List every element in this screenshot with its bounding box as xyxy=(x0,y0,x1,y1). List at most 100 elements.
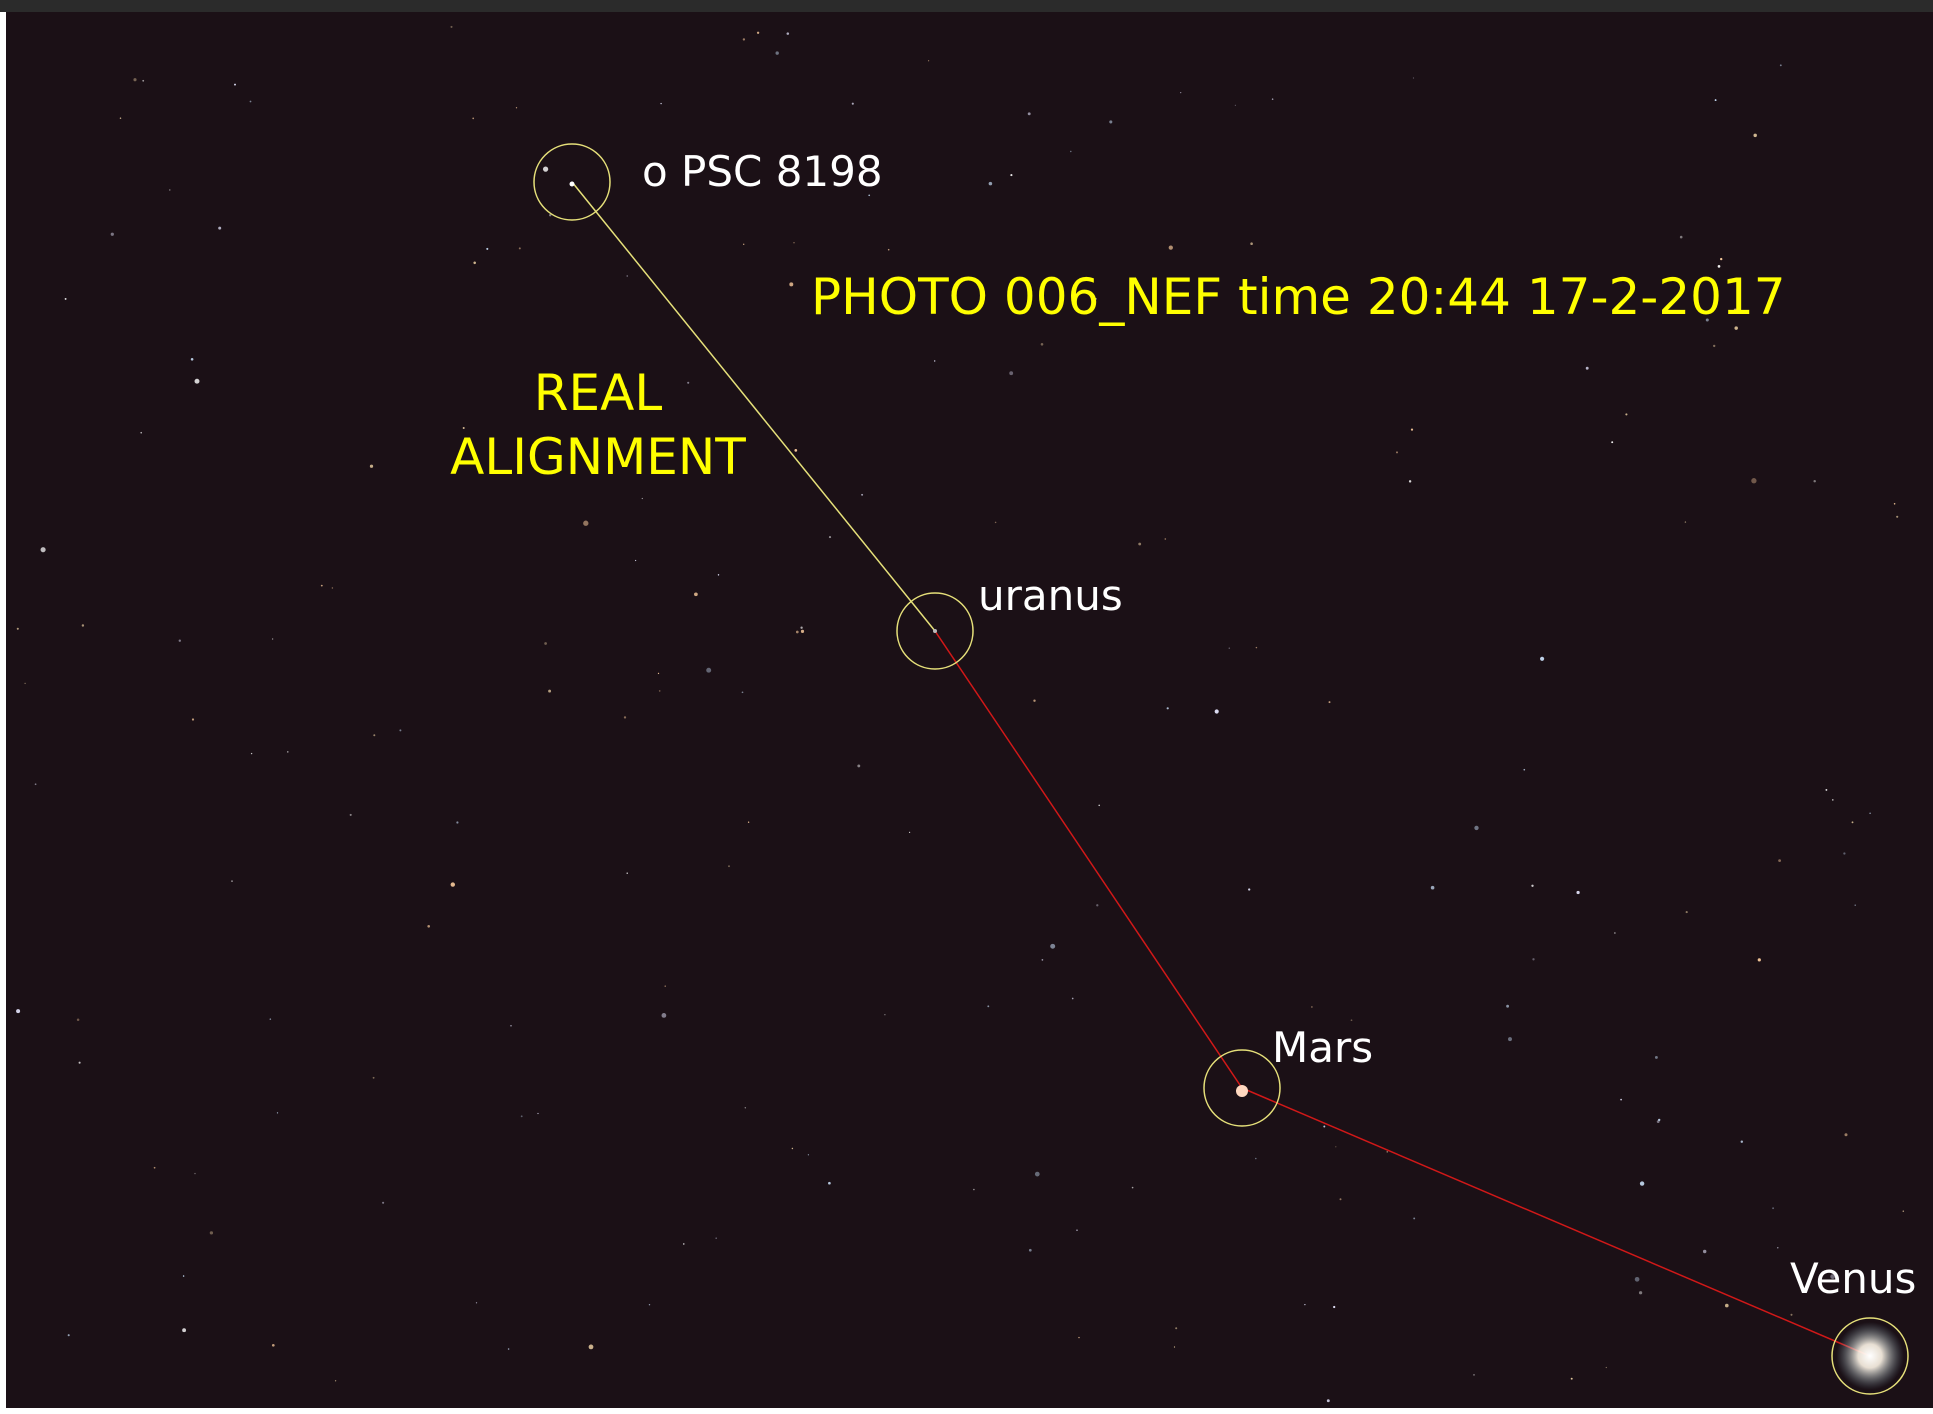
star xyxy=(743,244,744,245)
star xyxy=(195,379,200,384)
star xyxy=(1903,1210,1905,1212)
star xyxy=(718,574,719,575)
star xyxy=(1323,1126,1325,1128)
star xyxy=(1235,105,1236,106)
star xyxy=(1843,852,1845,854)
star xyxy=(473,262,476,265)
star xyxy=(510,1025,512,1027)
star xyxy=(1680,236,1683,239)
star xyxy=(706,668,711,673)
star xyxy=(154,1167,156,1169)
star xyxy=(1685,521,1686,522)
star xyxy=(382,1202,384,1204)
star xyxy=(1215,709,1219,713)
star xyxy=(82,624,84,626)
star xyxy=(373,1077,375,1079)
star xyxy=(1327,1399,1330,1402)
star xyxy=(191,358,194,361)
star xyxy=(1256,647,1257,648)
star xyxy=(852,103,854,105)
star xyxy=(589,1345,594,1350)
star xyxy=(1734,326,1737,329)
star xyxy=(218,227,221,230)
annotation-text: REAL xyxy=(534,364,663,422)
star xyxy=(1639,1291,1642,1294)
sky-background xyxy=(6,0,1933,1408)
star xyxy=(41,547,46,552)
star xyxy=(884,1014,885,1015)
star xyxy=(1778,859,1781,862)
star xyxy=(142,80,144,82)
star xyxy=(1387,1151,1388,1152)
star xyxy=(120,117,121,118)
star xyxy=(642,498,643,499)
star xyxy=(1041,343,1044,346)
star xyxy=(350,814,352,816)
top-bar xyxy=(0,0,1933,12)
photo: PHOTO 006_NEF time 20:44 17-2-2017 REAL … xyxy=(0,0,1933,1414)
star xyxy=(1255,1158,1257,1160)
star xyxy=(1311,1006,1312,1007)
star xyxy=(1009,371,1013,375)
star xyxy=(1070,151,1071,152)
object-label: o PSC 8198 xyxy=(642,147,883,196)
star xyxy=(649,1304,650,1305)
star xyxy=(1335,1146,1336,1147)
star xyxy=(748,822,749,823)
star xyxy=(476,1302,477,1303)
star xyxy=(140,432,142,434)
star xyxy=(1010,174,1012,176)
star xyxy=(624,716,626,718)
star xyxy=(1751,478,1756,483)
star xyxy=(1852,821,1854,823)
star xyxy=(776,51,779,54)
star xyxy=(1540,657,1544,661)
star xyxy=(450,26,452,28)
star xyxy=(270,1018,272,1020)
star xyxy=(1098,805,1099,806)
star xyxy=(665,985,666,986)
star xyxy=(792,1148,793,1149)
star xyxy=(272,638,273,639)
object-label: uranus xyxy=(978,571,1123,620)
star xyxy=(472,118,474,120)
star xyxy=(583,521,588,526)
star xyxy=(35,783,37,785)
star xyxy=(1869,813,1871,815)
star xyxy=(519,247,521,249)
star xyxy=(521,1115,523,1117)
star xyxy=(1508,1037,1512,1041)
star xyxy=(272,1344,275,1347)
star xyxy=(321,585,323,587)
star xyxy=(1473,1374,1475,1376)
star xyxy=(1777,1247,1778,1248)
star xyxy=(909,832,910,833)
star xyxy=(1029,1249,1032,1252)
photo-title: PHOTO 006_NEF time 20:44 17-2-2017 xyxy=(811,268,1786,326)
star xyxy=(1614,932,1615,933)
star xyxy=(1620,1099,1622,1101)
star xyxy=(1033,700,1035,702)
star xyxy=(287,751,288,752)
star xyxy=(1072,998,1074,1000)
star xyxy=(1474,826,1478,830)
star xyxy=(1272,98,1274,100)
star xyxy=(658,673,659,674)
star xyxy=(17,628,19,630)
star xyxy=(934,360,935,361)
star xyxy=(111,233,114,236)
star xyxy=(1896,516,1898,518)
star xyxy=(1409,480,1411,482)
star xyxy=(1050,944,1055,949)
star xyxy=(635,560,636,561)
star xyxy=(1431,886,1435,890)
star-dot xyxy=(570,182,575,187)
star xyxy=(24,683,25,684)
star xyxy=(456,821,458,823)
star xyxy=(973,1189,975,1191)
star xyxy=(1169,245,1173,249)
star xyxy=(1571,1378,1573,1380)
object-label: Mars xyxy=(1272,1023,1373,1072)
star xyxy=(79,1062,81,1064)
star xyxy=(660,103,661,104)
